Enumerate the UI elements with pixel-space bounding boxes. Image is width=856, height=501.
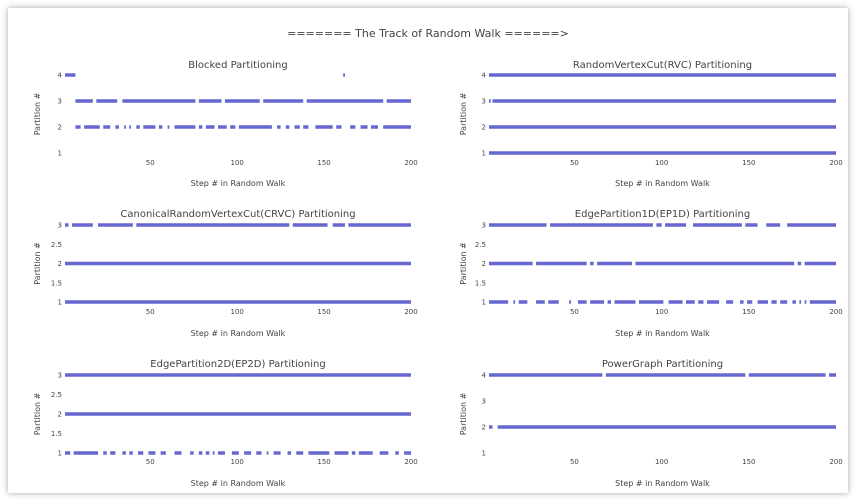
x-tick-label: 150 — [742, 308, 755, 316]
x-tick-label: 100 — [655, 308, 668, 316]
x-axis-label: Step # in Random Walk — [191, 479, 286, 488]
y-tick-label: 3 — [58, 372, 62, 380]
x-axis-label: Step # in Random Walk — [615, 179, 710, 188]
y-tick-label: 2 — [482, 124, 486, 132]
chart-title: PowerGraph Partitioning — [602, 359, 723, 370]
x-tick-label: 50 — [570, 159, 579, 167]
x-tick-label: 200 — [404, 308, 417, 316]
y-tick-label: 2 — [58, 260, 62, 268]
x-tick-label: 150 — [317, 308, 330, 316]
x-tick-label: 50 — [146, 159, 155, 167]
y-tick-label: 4 — [482, 72, 487, 80]
x-tick-label: 150 — [742, 159, 755, 167]
chart-title: Blocked Partitioning — [188, 60, 288, 71]
chart-title: EdgePartition2D(EP2D) Partitioning — [150, 359, 325, 370]
y-tick-label: 1 — [482, 299, 486, 307]
y-axis-label: Partition # — [459, 92, 468, 135]
y-tick-label: 3 — [482, 398, 486, 406]
y-tick-label: 4 — [482, 372, 487, 380]
x-tick-label: 200 — [829, 458, 842, 466]
y-tick-label: 3 — [482, 98, 486, 106]
y-tick-label: 1.5 — [475, 279, 486, 287]
y-tick-label: 2 — [58, 411, 62, 419]
page-title: ======= The Track of Random Walk ======> — [287, 27, 569, 40]
x-tick-label: 100 — [655, 159, 668, 167]
chart-title: RandomVertexCut(RVC) Partitioning — [573, 60, 752, 71]
figure-frame — [8, 8, 848, 493]
y-axis-label: Partition # — [459, 392, 468, 435]
y-tick-label: 3 — [58, 222, 62, 230]
chart-title: EdgePartition1D(EP1D) Partitioning — [575, 209, 750, 220]
x-tick-label: 100 — [230, 159, 243, 167]
x-tick-label: 100 — [230, 308, 243, 316]
x-tick-label: 200 — [829, 159, 842, 167]
y-tick-label: 4 — [58, 72, 63, 80]
y-tick-label: 1 — [482, 450, 486, 458]
x-tick-label: 100 — [230, 458, 243, 466]
x-tick-label: 100 — [655, 458, 668, 466]
y-tick-label: 3 — [58, 98, 62, 106]
y-tick-label: 2.5 — [51, 241, 62, 249]
y-tick-label: 1 — [482, 150, 486, 158]
x-tick-label: 200 — [404, 159, 417, 167]
y-axis-label: Partition # — [33, 92, 42, 135]
y-tick-label: 2.5 — [475, 241, 486, 249]
y-tick-label: 2 — [482, 260, 486, 268]
x-axis-label: Step # in Random Walk — [615, 329, 710, 338]
x-tick-label: 200 — [404, 458, 417, 466]
x-tick-label: 50 — [570, 458, 579, 466]
x-tick-label: 50 — [570, 308, 579, 316]
x-tick-label: 50 — [146, 458, 155, 466]
chart-title: CanonicalRandomVertexCut(CRVC) Partition… — [120, 209, 355, 220]
y-tick-label: 1 — [58, 299, 62, 307]
x-axis-label: Step # in Random Walk — [191, 179, 286, 188]
y-tick-label: 1.5 — [51, 279, 62, 287]
y-axis-label: Partition # — [459, 242, 468, 285]
x-tick-label: 150 — [317, 159, 330, 167]
x-tick-label: 50 — [146, 308, 155, 316]
y-axis-label: Partition # — [33, 242, 42, 285]
x-tick-label: 200 — [829, 308, 842, 316]
y-tick-label: 1.5 — [51, 430, 62, 438]
y-tick-label: 2.5 — [51, 391, 62, 399]
y-tick-label: 3 — [482, 222, 486, 230]
y-tick-label: 2 — [58, 124, 62, 132]
x-tick-label: 150 — [742, 458, 755, 466]
x-tick-label: 150 — [317, 458, 330, 466]
x-axis-label: Step # in Random Walk — [615, 479, 710, 488]
y-tick-label: 1 — [58, 150, 62, 158]
y-axis-label: Partition # — [33, 392, 42, 435]
y-tick-label: 1 — [58, 450, 62, 458]
y-tick-label: 2 — [482, 424, 486, 432]
x-axis-label: Step # in Random Walk — [191, 329, 286, 338]
